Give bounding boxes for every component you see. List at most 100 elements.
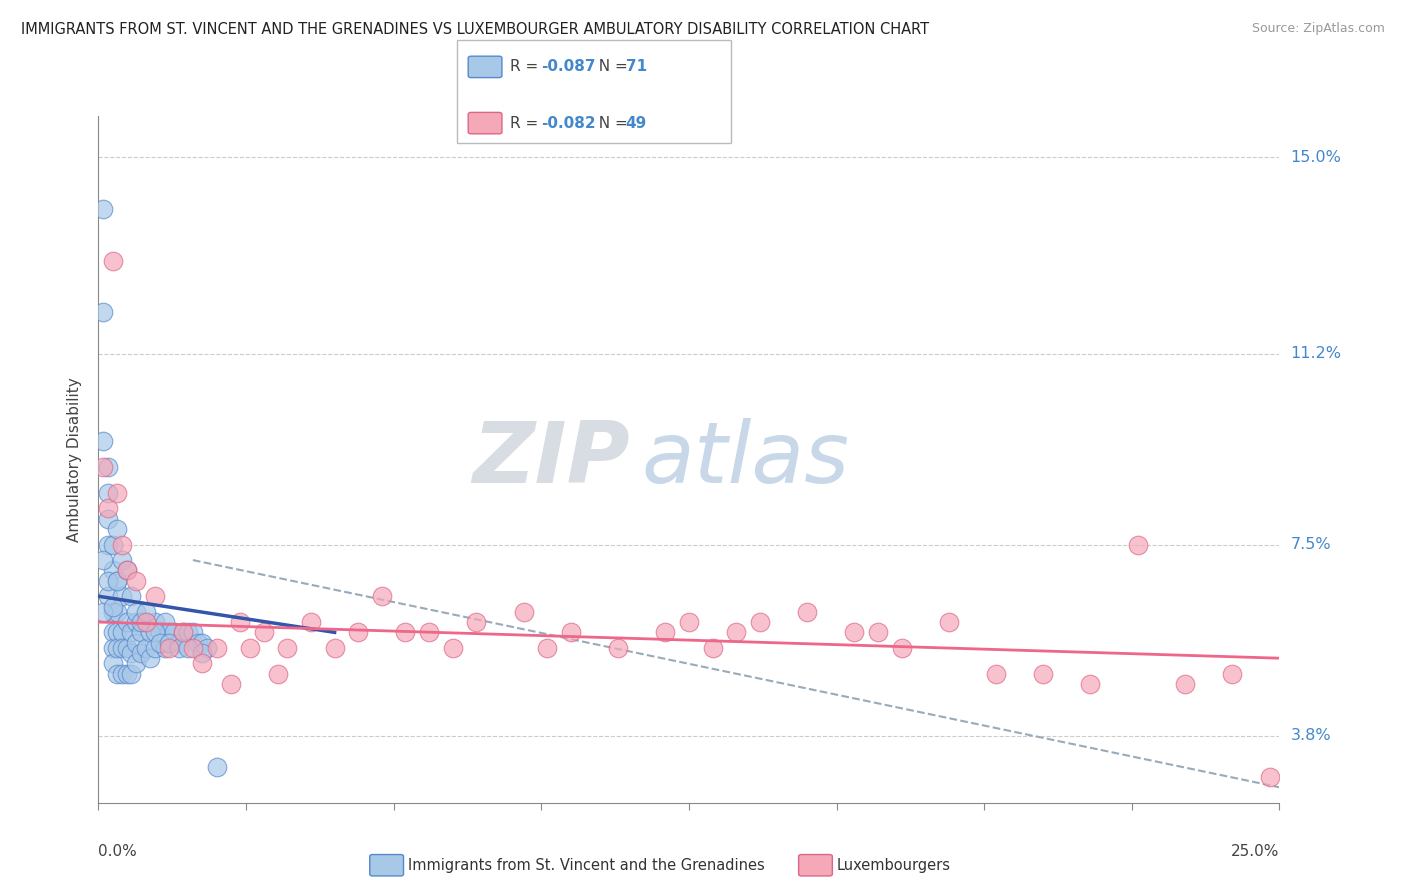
Point (143, 625, 166, 640)
Point (125, 636, 148, 650)
Point (105, 486, 128, 500)
Text: N =: N = (589, 60, 633, 74)
Point (219, 677, 242, 691)
Text: IMMIGRANTS FROM ST. VINCENT AND THE GRENADINES VS LUXEMBOURGER AMBULATORY DISABI: IMMIGRANTS FROM ST. VINCENT AND THE GREN… (21, 22, 929, 37)
Point (129, 646, 152, 660)
Point (101, 253, 124, 268)
Point (111, 666, 134, 681)
Point (105, 574, 128, 588)
Point (195, 640, 218, 655)
Point (1126, 538, 1149, 552)
Point (229, 615, 252, 629)
Point (111, 640, 134, 655)
Y-axis label: Ambulatory Disability: Ambulatory Disability (67, 377, 83, 541)
Point (748, 615, 770, 629)
Point (105, 574, 128, 588)
Point (101, 563, 124, 577)
Point (1032, 666, 1054, 681)
Point (654, 625, 676, 640)
Point (91, 553, 114, 567)
Point (97, 460, 120, 475)
Point (167, 640, 190, 655)
Point (91, 434, 114, 449)
Point (105, 605, 128, 619)
Text: 0.0%: 0.0% (98, 844, 138, 859)
Point (394, 625, 416, 640)
Point (105, 522, 128, 536)
Text: -0.082: -0.082 (541, 116, 596, 130)
Point (177, 625, 200, 640)
Point (97, 501, 120, 516)
Point (347, 625, 370, 640)
Point (205, 759, 228, 773)
Point (125, 615, 148, 629)
Point (938, 615, 960, 629)
Point (844, 625, 866, 640)
Point (97, 574, 120, 588)
Point (1080, 677, 1102, 691)
Point (97, 512, 120, 526)
Text: 3.8%: 3.8% (1291, 728, 1331, 743)
Point (101, 640, 124, 655)
Point (163, 625, 186, 640)
Point (441, 640, 464, 655)
Text: Luxembourgers: Luxembourgers (837, 858, 950, 872)
Point (101, 657, 124, 671)
Point (105, 625, 128, 640)
Point (135, 605, 157, 619)
Text: -0.087: -0.087 (541, 60, 596, 74)
Point (121, 646, 143, 660)
Point (135, 615, 157, 629)
Point (149, 636, 172, 650)
Point (149, 625, 172, 640)
Point (172, 625, 194, 640)
Point (125, 574, 148, 588)
Text: N =: N = (589, 116, 633, 130)
Point (371, 589, 394, 603)
Point (984, 666, 1007, 681)
Point (181, 625, 204, 640)
Point (111, 625, 134, 640)
Text: 71: 71 (626, 60, 647, 74)
Point (1258, 770, 1281, 784)
Text: atlas: atlas (641, 417, 849, 501)
Point (267, 666, 290, 681)
Point (191, 657, 214, 671)
Point (157, 640, 180, 655)
Point (97, 538, 120, 552)
Point (205, 640, 228, 655)
Point (139, 625, 162, 640)
Text: 7.5%: 7.5% (1291, 537, 1331, 552)
Point (91, 305, 114, 319)
Point (239, 640, 262, 655)
Point (105, 640, 128, 655)
Point (129, 615, 152, 629)
Point (167, 636, 190, 650)
Point (101, 599, 124, 614)
Text: Immigrants from St. Vincent and the Grenadines: Immigrants from St. Vincent and the Gren… (408, 858, 765, 872)
Point (125, 657, 148, 671)
Point (121, 625, 143, 640)
Point (796, 605, 818, 619)
Point (418, 625, 440, 640)
Point (187, 636, 209, 650)
Text: Source: ZipAtlas.com: Source: ZipAtlas.com (1251, 22, 1385, 36)
Point (177, 640, 200, 655)
Point (125, 605, 148, 619)
Point (1220, 666, 1243, 681)
Point (121, 589, 143, 603)
Point (1174, 677, 1197, 691)
Point (101, 605, 124, 619)
Point (143, 615, 166, 629)
Point (101, 625, 124, 640)
Point (135, 640, 157, 655)
Point (536, 640, 558, 655)
Point (191, 636, 214, 650)
Point (105, 666, 128, 681)
Point (111, 553, 134, 567)
Point (191, 646, 214, 660)
Point (115, 615, 138, 629)
Point (157, 625, 180, 640)
Point (135, 615, 157, 629)
Point (890, 640, 912, 655)
